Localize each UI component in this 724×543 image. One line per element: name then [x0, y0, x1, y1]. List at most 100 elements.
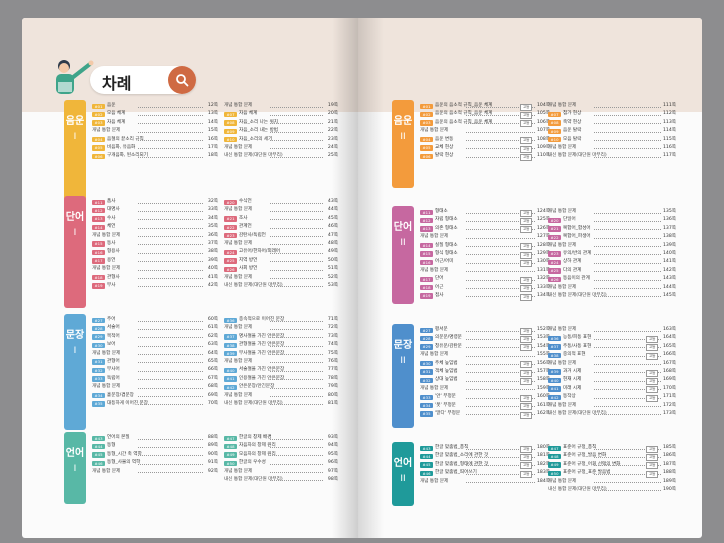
leader-dots [594, 156, 661, 158]
leader-dots [466, 229, 535, 231]
entry-page-number: 156쪽 [537, 360, 550, 366]
toc-title-pill: 차례 [90, 66, 196, 94]
entry-title: 표준어 규정_총칙 [563, 445, 597, 450]
level-badge: 고등 [520, 153, 532, 161]
leader-dots [270, 202, 323, 204]
entry-code-badge: #17 [420, 276, 433, 283]
toc-column: #11 품사 32쪽 #12 대명사 33쪽 #13 수사 34쪽 #14 체언 35쪽 개념 통합 문… [92, 198, 218, 290]
entry-code-badge: #30 [420, 361, 433, 367]
leader-dots [138, 252, 203, 254]
leader-dots [594, 355, 661, 357]
entry-title: 종속적으로 이어진 문장 [239, 317, 285, 322]
entry-code-badge: #29 [420, 344, 433, 350]
entry-page-number: 43쪽 [328, 198, 338, 206]
leader-dots [466, 448, 535, 450]
toc-entry: #35 대등하게 이어진 문장 70쪽 [92, 400, 218, 408]
entry-title: 한글 맞춤법_형태에 관한 것 [435, 461, 489, 467]
toc-entry: #24 상하 관계 141쪽 [548, 258, 676, 266]
leader-dots [270, 131, 323, 133]
toc-entry: #19 부사 42쪽 [92, 282, 218, 290]
entry-page-number: 186쪽 [663, 453, 676, 459]
level-badge: 고등 [520, 226, 532, 234]
leader-dots [270, 123, 323, 125]
entry-page-number: 185쪽 [663, 445, 676, 450]
toc-entry: #32 상대 높임법 고등 158쪽 [420, 376, 550, 385]
level-badge: 고등 [520, 243, 532, 251]
entry-title: 명사절을 가진 안은문장 [239, 333, 285, 339]
entry-page-number: 167쪽 [663, 360, 676, 366]
entry-title: 언어의 본질 [107, 435, 130, 440]
leader-dots [594, 330, 661, 332]
entry-title: 개념 통합 문제 [92, 350, 121, 356]
section-number: I [73, 464, 77, 474]
entry-code-badge: #12 [420, 217, 433, 224]
section-name: 음운 [393, 116, 413, 127]
leader-dots [270, 379, 323, 381]
entry-title: 개념 통합 문제 [224, 207, 253, 213]
entry-page-number: 163쪽 [663, 327, 676, 332]
level-badge: 고등 [520, 251, 532, 259]
level-badge: 고등 [520, 445, 532, 453]
entry-page-number: 138쪽 [663, 234, 676, 240]
entry-code-badge: #49 [224, 452, 237, 458]
leader-dots [138, 156, 203, 158]
entry-code-badge: #37 [224, 334, 237, 340]
entry-page-number: 81쪽 [328, 400, 338, 408]
leader-dots [466, 123, 535, 125]
entry-code-badge: #03 [92, 120, 105, 126]
leader-dots [466, 414, 535, 416]
entry-page-number: 172쪽 [663, 402, 676, 408]
toc-entry: #50 표준어 규정_표준 발음법 고등 188쪽 [548, 469, 676, 478]
leader-dots [594, 140, 661, 142]
entry-page-number: 73쪽 [328, 333, 338, 341]
entry-title: 실질 형태소 [435, 242, 458, 248]
toc-entry: #33 '안' 부정문 고등 160쪽 [420, 393, 550, 402]
section-number: II [400, 132, 406, 142]
entry-code-badge: #18 [92, 275, 105, 281]
leader-dots [270, 244, 323, 246]
entry-code-badge: #23 [224, 233, 237, 239]
entry-page-number: 49쪽 [328, 248, 338, 256]
entry-title: 개념 통합 문제 [224, 274, 253, 280]
leader-dots [594, 389, 661, 391]
entry-title: 다의 관계 [563, 267, 582, 273]
toc-entry: 개념 통합 문제 80쪽 [224, 392, 338, 400]
entry-page-number: 22쪽 [328, 127, 338, 135]
entry-code-badge: #14 [420, 243, 433, 249]
toc-entry: #29 청유문/감탄문 고등 154쪽 [420, 343, 550, 352]
entry-page-number: 77쪽 [328, 366, 338, 374]
entry-title: 자음_소리 내는 방법 [239, 128, 279, 134]
leader-dots [138, 261, 203, 263]
toc-title: 차례 [102, 74, 132, 93]
entry-code-badge: #22 [548, 234, 561, 241]
entry-code-badge: #13 [92, 216, 105, 222]
entry-code-badge: #05 [420, 145, 433, 151]
toc-entry: 개념 통합 문제 127쪽 [420, 233, 550, 241]
toc-entry: #45 동형_시간 축 역학 90쪽 [92, 451, 218, 459]
entry-code-badge: #23 [548, 251, 561, 257]
leader-dots [270, 148, 323, 150]
entry-page-number: 41쪽 [207, 274, 218, 280]
toc-entry: #01 음운 12쪽 [92, 102, 218, 110]
toc-entry: 개념 통합 문제 15쪽 [92, 127, 218, 135]
level-badge: 고등 [646, 344, 658, 352]
entry-page-number: 65쪽 [207, 358, 218, 364]
leader-dots [138, 379, 203, 381]
toc-entry: 내신 통합 문제(대단원 마무리) 173쪽 [548, 410, 676, 418]
entry-page-number: 143쪽 [663, 276, 676, 282]
entry-code-badge: #07 [224, 111, 237, 118]
entry-page-number: 162쪽 [537, 410, 550, 416]
entry-title: 개념 통합 문제 [92, 384, 121, 390]
leader-dots [594, 131, 661, 133]
entry-code-badge: #32 [420, 377, 433, 384]
leader-dots [594, 465, 661, 467]
toc-entry: #12 대명사 33쪽 [92, 206, 218, 214]
entry-title: 능동/피동 표현 [563, 335, 592, 341]
entry-page-number: 168쪽 [663, 368, 676, 374]
entry-code-badge: #43 [420, 445, 433, 451]
entry-title: 개념 통합 문제 [420, 234, 449, 240]
toc-entry: #34 '못' 부정문 고등 161쪽 [420, 402, 550, 411]
toc-column: #01 음운 12쪽 #02 모음 체계 13쪽 #03 자음 체계 14쪽 개념 통합 문제 15… [92, 102, 218, 161]
entry-page-number: 92쪽 [207, 468, 218, 474]
